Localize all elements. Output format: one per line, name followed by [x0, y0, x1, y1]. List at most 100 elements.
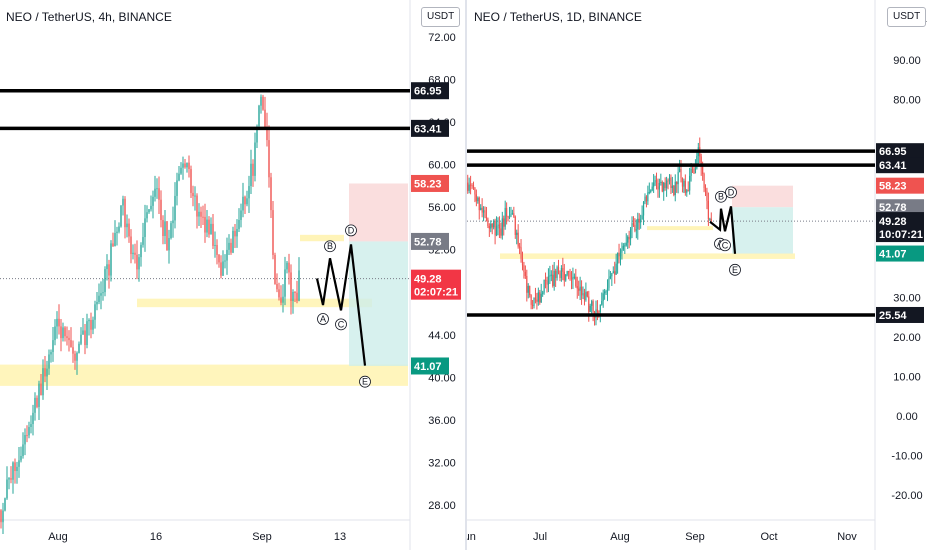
- candle-body: [284, 269, 286, 297]
- candle-body: [657, 186, 659, 190]
- candle-body: [160, 199, 162, 221]
- candle-body: [579, 286, 581, 291]
- candle-body: [272, 210, 274, 255]
- elliott-wave-path[interactable]: [315, 244, 367, 366]
- candle-body: [24, 435, 26, 445]
- take-profit-zone[interactable]: [732, 207, 793, 254]
- candle-body: [14, 462, 16, 472]
- candle-body: [128, 223, 130, 237]
- candle-body: [677, 172, 679, 185]
- candle-body: [573, 276, 575, 278]
- candle-body: [704, 187, 707, 191]
- candle-body: [8, 478, 10, 480]
- candle-body: [142, 237, 144, 245]
- x-tick-label: Jul: [533, 531, 547, 543]
- candle-body: [150, 205, 152, 210]
- candle-body: [687, 190, 689, 192]
- candle-body: [556, 267, 558, 278]
- chart-panel-1d[interactable]: -20.00 -10.00 0.00 10.00 20.00 30.00 80.00 90.0…: [467, 0, 932, 550]
- level-tag: [876, 306, 924, 323]
- entry-price-tag: [876, 199, 924, 216]
- support-zone[interactable]: [0, 364, 408, 386]
- candle-body: [563, 271, 565, 281]
- candle-body: [232, 230, 234, 253]
- candle-body: [546, 280, 548, 285]
- resistance-zone[interactable]: [647, 226, 713, 231]
- support-zone[interactable]: [137, 298, 372, 308]
- candle-body: [578, 288, 580, 291]
- candle-body: [632, 223, 635, 225]
- candle-body: [504, 207, 506, 227]
- candle-body: [38, 383, 40, 407]
- candle-body: [290, 272, 292, 301]
- currency-button-4h[interactable]: USDT: [421, 7, 461, 27]
- currency-button-1d[interactable]: USDT: [887, 7, 927, 27]
- support-zone[interactable]: [500, 253, 795, 259]
- candle-body: [62, 327, 64, 339]
- candle-body: [681, 178, 684, 187]
- candle-body: [608, 278, 610, 288]
- candle-body: [206, 219, 208, 233]
- elliott-wave-path[interactable]: [709, 206, 737, 254]
- resistance-zone[interactable]: [300, 234, 344, 242]
- target-price-tag-label: 41.07: [879, 249, 907, 261]
- candle-body: [644, 196, 646, 203]
- candle-body: [162, 220, 164, 237]
- candle-body: [691, 168, 694, 173]
- candle-body: [194, 195, 196, 197]
- candle-body: [520, 247, 522, 259]
- candle-body: [627, 236, 629, 243]
- candle-body: [598, 311, 600, 313]
- candle-body: [26, 435, 28, 437]
- candle-body: [680, 169, 682, 179]
- candle-body: [238, 219, 240, 229]
- candle-body: [689, 175, 691, 191]
- candle-body: [491, 223, 493, 228]
- stop-loss-zone[interactable]: [349, 183, 408, 242]
- candle-body: [186, 162, 188, 168]
- candle-body: [36, 397, 38, 407]
- panel-divider[interactable]: [465, 0, 467, 550]
- candle-body: [266, 126, 268, 141]
- candle-body: [676, 181, 678, 185]
- candle-body: [64, 327, 66, 337]
- candle-body: [702, 166, 704, 174]
- candle-body: [666, 180, 668, 189]
- candle-body: [631, 223, 633, 229]
- candle-body: [536, 299, 538, 302]
- chart-4h-svg[interactable]: 28.0032.0036.0040.0044.0048.0052.0056.00…: [0, 0, 465, 550]
- y-tick-label: -20.00: [891, 490, 922, 502]
- candle-body: [78, 343, 80, 353]
- target-price-tag: [876, 245, 924, 262]
- chart-panel-4h[interactable]: 28.0032.0036.0040.0044.0048.0052.0056.00…: [0, 0, 465, 550]
- candle-body: [493, 220, 495, 228]
- candle-body: [68, 337, 70, 341]
- candle-body: [575, 276, 577, 287]
- candle-body: [16, 466, 18, 472]
- candle-body: [494, 220, 496, 236]
- candle-body: [212, 223, 214, 246]
- candle-body: [611, 273, 613, 277]
- last-price-label: 49.28: [879, 216, 907, 228]
- y-tick-label: 10.00: [893, 371, 921, 383]
- candle-body: [240, 210, 242, 220]
- candle-body: [660, 181, 662, 183]
- candle-body: [710, 218, 712, 222]
- candle-body: [106, 264, 108, 270]
- chart-1d-svg[interactable]: -20.00 -10.00 0.00 10.00 20.00 30.00 80.00 90.0…: [467, 0, 932, 550]
- wave-label-circle: [715, 190, 727, 203]
- candle-body: [706, 190, 708, 201]
- wave-label-circle: [719, 239, 731, 252]
- candle-body: [586, 291, 588, 297]
- candle-body: [500, 228, 502, 236]
- candle-body: [559, 273, 561, 278]
- stop-loss-zone[interactable]: [732, 185, 793, 208]
- candle-body: [74, 353, 76, 361]
- candle-body: [635, 229, 637, 231]
- candle-body: [696, 155, 698, 169]
- candle-body: [572, 277, 574, 280]
- candle-body: [60, 326, 62, 339]
- candle-body: [42, 368, 44, 396]
- candle-body: [18, 460, 20, 467]
- candle-body: [488, 226, 490, 229]
